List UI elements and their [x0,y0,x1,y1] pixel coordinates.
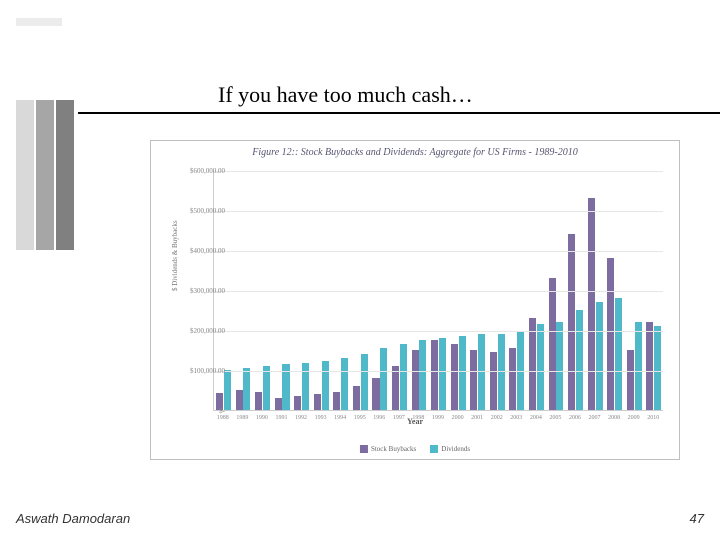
bar [412,350,419,410]
bar [322,361,329,410]
bar [470,350,477,410]
bar [439,338,446,410]
bar [431,340,438,410]
legend-swatch [430,445,438,453]
bar [635,322,642,410]
bar [615,298,622,410]
chart-legend: Stock Buybacks Dividends [360,445,470,453]
bar [556,322,563,410]
x-tick-label: 1990 [256,415,268,421]
bar [568,234,575,410]
x-tick-label: 1993 [315,415,327,421]
bar [353,386,360,410]
bar [419,340,426,410]
bar [263,366,270,410]
bar [361,354,368,410]
x-tick-label: 2000 [452,415,464,421]
gridline [214,291,663,292]
x-tick-label: 1989 [236,415,248,421]
decorative-top-bar [16,18,62,26]
bar [255,392,262,410]
x-tick-label: 1995 [354,415,366,421]
bar [498,334,505,410]
bar [294,396,301,410]
bar [400,344,407,410]
bar [627,350,634,410]
bar [372,378,379,410]
x-tick-label: 1997 [393,415,405,421]
bar [243,368,250,410]
bar [302,363,309,410]
x-tick-label: 1999 [432,415,444,421]
bar [607,258,614,410]
legend-label: Dividends [441,445,470,453]
y-tick-label: $- [219,407,225,415]
x-tick-label: 2004 [530,415,542,421]
x-tick-label: 2001 [471,415,483,421]
x-tick-label: 1991 [275,415,287,421]
bar [654,326,661,410]
bar [236,390,243,410]
chart-container: Figure 12:: Stock Buybacks and Dividends… [150,140,680,460]
chart-plot-area [213,171,663,411]
bar [224,370,231,410]
bar [341,358,348,410]
x-tick-label: 2005 [549,415,561,421]
bar [588,198,595,410]
footer-author: Aswath Damodaran [16,511,130,526]
y-tick-label: $400,000.00 [190,247,225,255]
x-tick-label: 2010 [647,415,659,421]
legend-swatch [360,445,368,453]
bar [392,366,399,410]
bar [576,310,583,410]
x-tick-label: 2003 [510,415,522,421]
x-tick-label: 2008 [608,415,620,421]
x-tick-label: 1988 [217,415,229,421]
x-tick-label: 2007 [589,415,601,421]
bar [478,334,485,410]
bar [646,322,653,410]
x-tick-label: 2009 [628,415,640,421]
x-tick-label: 1996 [373,415,385,421]
legend-item: Dividends [430,445,470,453]
bar [549,278,556,410]
bar [509,348,516,410]
title-container: If you have too much cash… [78,82,720,114]
legend-label: Stock Buybacks [371,445,416,453]
gridline [214,211,663,212]
gridline [214,171,663,172]
bar [314,394,321,410]
x-tick-label: 2006 [569,415,581,421]
gridline [214,371,663,372]
y-tick-label: $600,000.00 [190,167,225,175]
bar [275,398,282,410]
x-tick-label: 1994 [334,415,346,421]
x-tick-label: 1992 [295,415,307,421]
bar [490,352,497,410]
x-tick-label: 1998 [412,415,424,421]
chart-title: Figure 12:: Stock Buybacks and Dividends… [151,147,679,158]
bar [451,344,458,410]
y-axis-label: $ Dividends & Buybacks [171,220,179,291]
bar [596,302,603,410]
gridline [214,331,663,332]
legend-item: Stock Buybacks [360,445,416,453]
bar [380,348,387,410]
bar [459,336,466,410]
x-tick-label: 2002 [491,415,503,421]
bar [537,324,544,410]
footer-page-number: 47 [690,511,704,526]
y-tick-label: $100,000.00 [190,367,225,375]
y-tick-label: $300,000.00 [190,287,225,295]
gridline [214,251,663,252]
y-tick-label: $500,000.00 [190,207,225,215]
y-tick-label: $200,000.00 [190,327,225,335]
slide-title: If you have too much cash… [78,82,720,108]
bar [333,392,340,410]
